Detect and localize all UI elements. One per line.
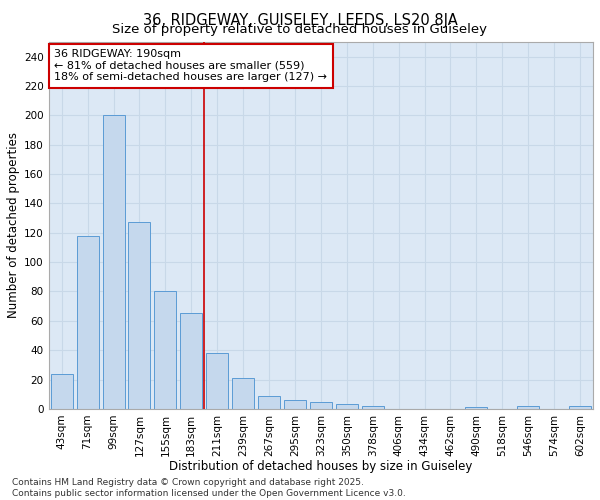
Bar (206, 353, 228, 409)
Bar (362, 406, 384, 409)
Bar (50, 374, 73, 409)
X-axis label: Distribution of detached houses by size in Guiseley: Distribution of detached houses by size … (169, 460, 473, 473)
Bar (466, 408, 487, 409)
Bar (180, 314, 202, 409)
Bar (336, 404, 358, 409)
Text: 36, RIDGEWAY, GUISELEY, LEEDS, LS20 8JA: 36, RIDGEWAY, GUISELEY, LEEDS, LS20 8JA (143, 12, 457, 28)
Text: Size of property relative to detached houses in Guiseley: Size of property relative to detached ho… (113, 22, 487, 36)
Text: Contains HM Land Registry data © Crown copyright and database right 2025.
Contai: Contains HM Land Registry data © Crown c… (12, 478, 406, 498)
Bar (77, 236, 98, 409)
Text: 36 RIDGEWAY: 190sqm
← 81% of detached houses are smaller (559)
18% of semi-detac: 36 RIDGEWAY: 190sqm ← 81% of detached ho… (54, 50, 327, 82)
Bar (232, 378, 254, 409)
Bar (154, 292, 176, 409)
Bar (517, 406, 539, 409)
Bar (310, 402, 332, 409)
Bar (103, 116, 125, 409)
Bar (569, 406, 591, 409)
Bar (128, 222, 151, 409)
Y-axis label: Number of detached properties: Number of detached properties (7, 132, 20, 318)
Bar (258, 396, 280, 409)
Bar (284, 400, 306, 409)
